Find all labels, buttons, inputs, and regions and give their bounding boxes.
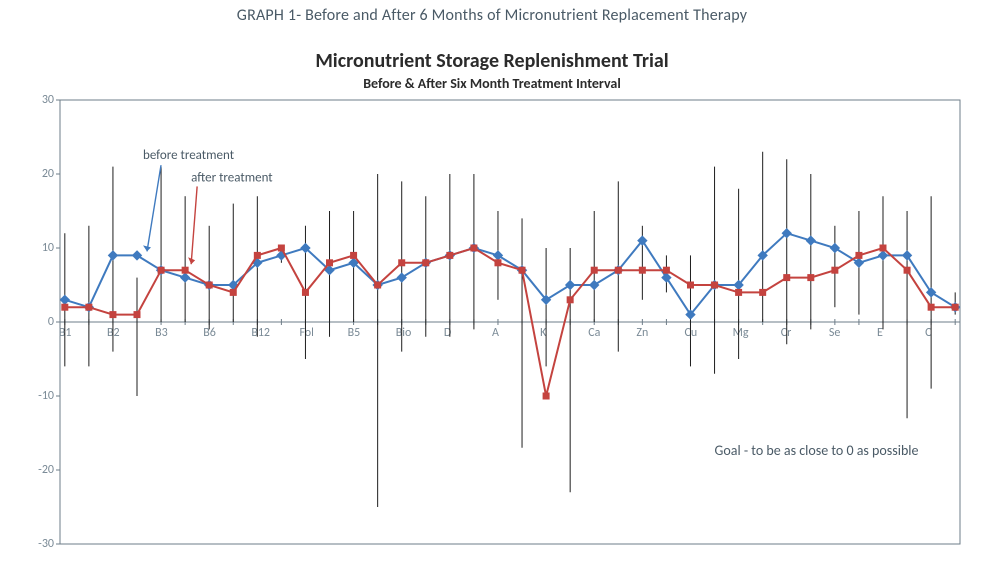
marker-square	[206, 282, 212, 288]
marker-square	[375, 282, 381, 288]
marker-square	[230, 289, 236, 295]
marker-square	[86, 304, 92, 310]
x-tick-label: Cr	[781, 326, 792, 340]
chart-subtitle: Before & After Six Month Treatment Inter…	[0, 75, 984, 92]
marker-square	[278, 245, 284, 251]
marker-square	[134, 312, 140, 318]
marker-square	[832, 267, 838, 273]
marker-square	[736, 289, 742, 295]
y-tick-label: 0	[48, 315, 54, 329]
marker-square	[351, 252, 357, 258]
marker-square	[904, 267, 910, 273]
marker-square	[447, 252, 453, 258]
figure-caption: GRAPH 1- Before and After 6 Months of Mi…	[0, 6, 984, 25]
chart-title: Micronutrient Storage Replenishment Tria…	[0, 49, 984, 73]
y-tick-label: -10	[38, 389, 54, 403]
marker-square	[399, 260, 405, 266]
y-tick-label: 20	[42, 167, 54, 181]
marker-square	[687, 282, 693, 288]
x-tick-label: B5	[348, 326, 361, 340]
marker-square	[928, 304, 934, 310]
marker-square	[182, 267, 188, 273]
marker-square	[712, 282, 718, 288]
marker-square	[663, 267, 669, 273]
marker-square	[302, 289, 308, 295]
marker-square	[591, 267, 597, 273]
x-tick-label: Fol	[299, 326, 313, 340]
label-after: after treatment	[191, 170, 273, 185]
goal-note: Goal - to be as close to 0 as possible	[715, 442, 919, 459]
chart-container: -30-20-100102030B1B2B3B6B12FolB5BioDAKCa…	[32, 94, 966, 564]
marker-square	[784, 275, 790, 281]
y-tick-label: -30	[38, 537, 54, 551]
x-tick-label: A	[492, 326, 499, 340]
y-tick-label: -20	[38, 463, 54, 477]
marker-square	[158, 267, 164, 273]
marker-square	[856, 252, 862, 258]
marker-square	[615, 267, 621, 273]
marker-square	[519, 267, 525, 273]
marker-square	[110, 312, 116, 318]
marker-square	[327, 260, 333, 266]
line-chart: -30-20-100102030B1B2B3B6B12FolB5BioDAKCa…	[32, 94, 966, 564]
x-tick-label: Mg	[733, 326, 749, 340]
marker-square	[567, 297, 573, 303]
x-tick-label: Zn	[636, 326, 648, 340]
label-before: before treatment	[143, 148, 235, 163]
marker-square	[423, 260, 429, 266]
marker-square	[952, 304, 958, 310]
x-tick-label: Ca	[588, 326, 600, 340]
marker-square	[639, 267, 645, 273]
marker-square	[62, 304, 68, 310]
x-tick-label: E	[877, 326, 883, 340]
marker-square	[808, 275, 814, 281]
marker-square	[254, 252, 260, 258]
x-tick-label: B3	[155, 326, 168, 340]
marker-square	[471, 245, 477, 251]
marker-square	[760, 289, 766, 295]
marker-square	[880, 245, 886, 251]
x-tick-label: Bio	[396, 326, 412, 340]
y-tick-label: 10	[42, 241, 54, 255]
y-tick-label: 30	[42, 94, 54, 107]
x-tick-label: B12	[251, 326, 270, 340]
x-tick-label: Se	[829, 326, 841, 340]
marker-square	[543, 393, 549, 399]
marker-square	[495, 260, 501, 266]
